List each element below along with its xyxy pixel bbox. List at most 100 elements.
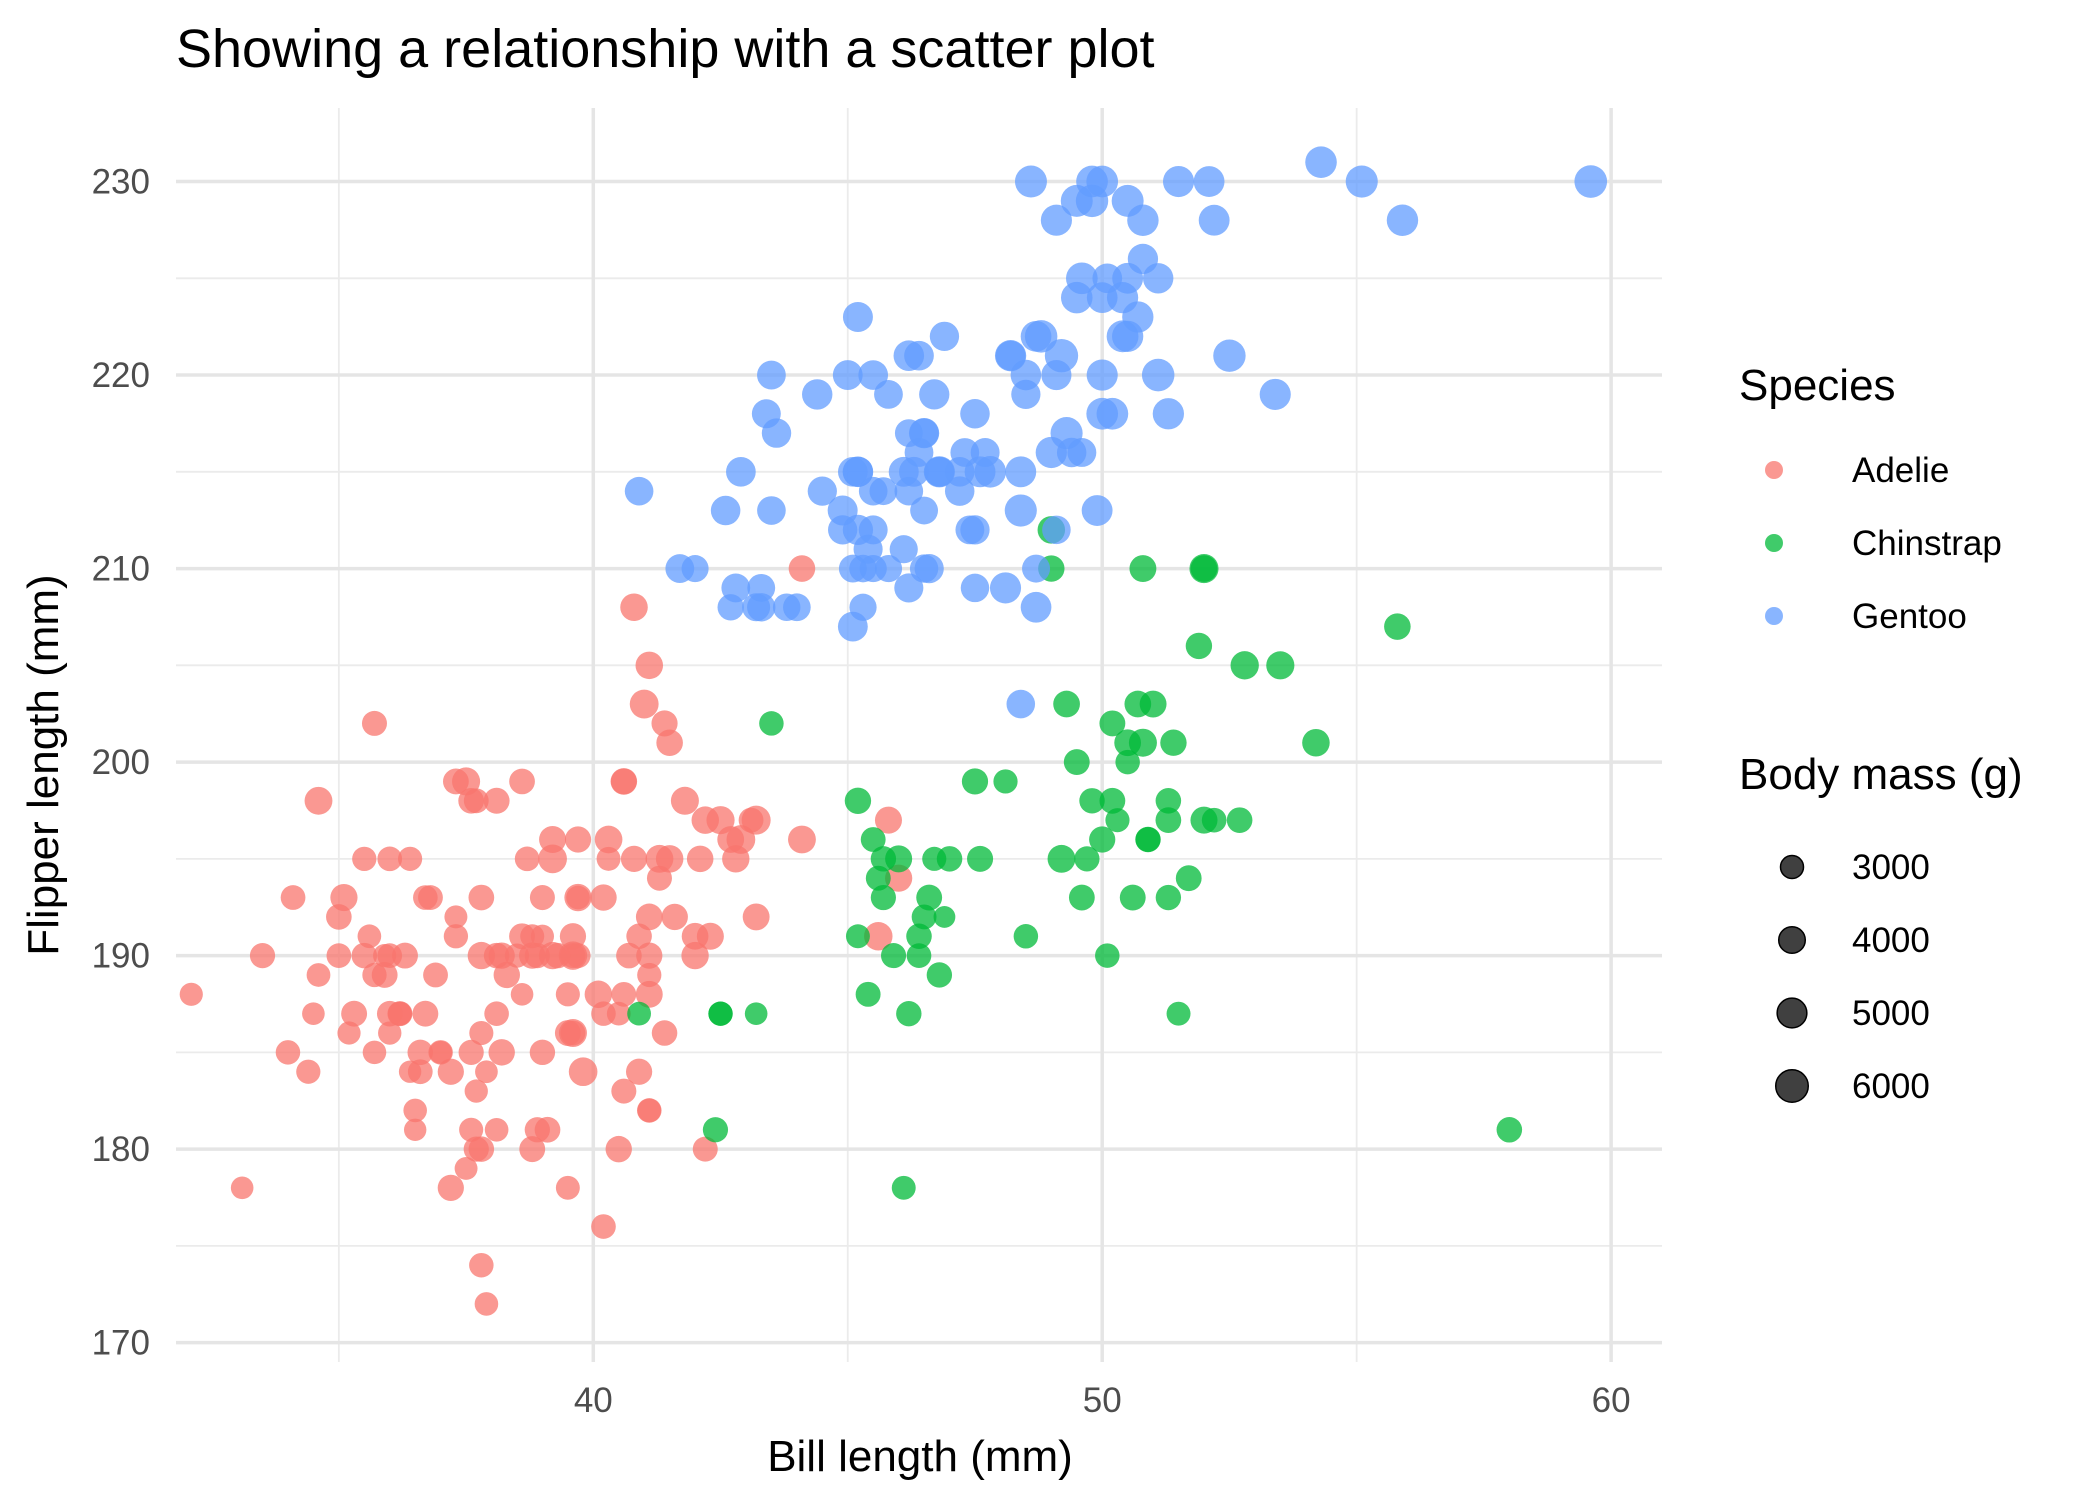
data-point-adelie	[530, 924, 555, 948]
data-point-gentoo	[849, 593, 877, 621]
data-point-adelie	[681, 922, 709, 950]
data-point-gentoo	[904, 340, 934, 371]
data-point-chinstrap	[1128, 728, 1157, 757]
data-point-adelie	[636, 1098, 662, 1123]
data-point-adelie	[179, 982, 203, 1006]
data-point-adelie	[412, 1000, 439, 1027]
data-point-adelie	[443, 924, 469, 949]
data-point-gentoo	[960, 573, 990, 603]
data-point-gentoo	[717, 594, 744, 621]
data-point-gentoo	[1024, 320, 1058, 353]
data-point-gentoo	[1162, 165, 1195, 198]
data-point-gentoo	[1198, 204, 1230, 236]
data-point-adelie	[656, 729, 683, 757]
data-point-adelie	[437, 1174, 464, 1201]
data-point-adelie	[403, 1098, 427, 1123]
y-tick-label: 170	[92, 1324, 150, 1363]
data-point-adelie	[596, 846, 621, 871]
data-point-adelie	[488, 1039, 515, 1066]
data-point-adelie	[362, 1040, 387, 1065]
data-point-gentoo	[914, 553, 944, 584]
data-point-adelie	[661, 903, 688, 931]
y-tick-label: 200	[92, 743, 150, 782]
data-point-adelie	[636, 942, 663, 969]
data-point-gentoo	[1060, 281, 1093, 314]
data-point-chinstrap	[1155, 788, 1182, 814]
data-point-gentoo	[1386, 204, 1419, 236]
data-point-adelie	[620, 845, 648, 872]
data-point-gentoo	[1056, 437, 1087, 468]
data-point-gentoo	[894, 573, 924, 603]
y-tick-label: 230	[92, 163, 150, 202]
data-point-adelie	[444, 905, 468, 929]
data-point-adelie	[529, 885, 555, 911]
data-point-adelie	[864, 922, 893, 951]
data-point-gentoo	[1041, 359, 1072, 391]
size-legend-key	[1776, 997, 1808, 1029]
data-point-adelie	[302, 1002, 325, 1025]
data-point-adelie	[635, 903, 663, 931]
data-point-chinstrap	[1166, 1001, 1191, 1026]
data-point-chinstrap	[1230, 651, 1259, 680]
data-point-gentoo	[924, 457, 954, 487]
data-point-adelie	[509, 768, 535, 795]
data-point-chinstrap	[911, 904, 937, 930]
data-point-gentoo	[842, 514, 874, 546]
data-point-gentoo	[995, 340, 1026, 371]
data-point-gentoo	[1020, 591, 1052, 623]
data-point-chinstrap	[845, 924, 870, 949]
data-point-chinstrap	[1047, 844, 1076, 873]
data-point-adelie	[605, 1135, 632, 1163]
data-point-chinstrap	[916, 884, 943, 911]
data-point-chinstrap	[860, 827, 886, 852]
data-point-gentoo	[710, 495, 741, 526]
y-axis-label: Flipper length (mm)	[19, 574, 68, 955]
data-point-adelie	[590, 884, 617, 911]
data-point-gentoo	[1006, 689, 1036, 719]
data-point-chinstrap	[702, 1117, 729, 1143]
data-point-gentoo	[1106, 320, 1139, 353]
data-point-adelie	[626, 923, 652, 950]
data-point-chinstrap	[1099, 710, 1126, 737]
data-point-adelie	[475, 1060, 498, 1084]
legend-key-gentoo	[1765, 607, 1783, 625]
data-point-adelie	[484, 1117, 509, 1142]
data-point-adelie	[392, 942, 418, 969]
data-point-gentoo	[1022, 554, 1051, 583]
data-point-adelie	[625, 1058, 653, 1085]
data-point-chinstrap	[1226, 807, 1253, 833]
data-point-gentoo	[989, 572, 1022, 604]
data-point-chinstrap	[1496, 1117, 1523, 1143]
data-point-adelie	[437, 1058, 464, 1085]
data-point-adelie	[591, 1214, 616, 1239]
data-point-gentoo	[1345, 165, 1378, 198]
data-point-gentoo	[1011, 379, 1041, 410]
data-point-chinstrap	[1095, 943, 1120, 968]
data-point-gentoo	[1081, 495, 1113, 526]
data-point-adelie	[692, 1136, 718, 1162]
data-point-chinstrap	[1201, 807, 1227, 833]
data-point-adelie	[458, 1039, 484, 1065]
data-point-adelie	[558, 1019, 587, 1048]
data-point-gentoo	[929, 321, 960, 352]
data-point-chinstrap	[1013, 924, 1039, 949]
data-point-adelie	[407, 1059, 433, 1085]
data-point-adelie	[326, 904, 352, 930]
data-point-gentoo	[960, 398, 990, 429]
data-point-chinstrap	[906, 943, 932, 968]
data-point-chinstrap	[1185, 632, 1213, 660]
data-point-chinstrap	[891, 1175, 916, 1200]
data-point-adelie	[637, 962, 662, 988]
data-point-gentoo	[1075, 184, 1109, 218]
data-point-adelie	[306, 963, 331, 987]
data-point-adelie	[629, 689, 659, 719]
data-point-chinstrap	[926, 962, 953, 988]
data-point-gentoo	[889, 535, 918, 564]
legend-label-chinstrap: Chinstrap	[1852, 524, 2002, 563]
data-point-adelie	[468, 884, 495, 911]
data-point-chinstrap	[1074, 846, 1100, 872]
size-legend-label: 4000	[1852, 921, 1930, 960]
data-point-adelie	[616, 942, 642, 969]
x-axis-ticks: 40 50 60	[574, 1381, 1631, 1420]
